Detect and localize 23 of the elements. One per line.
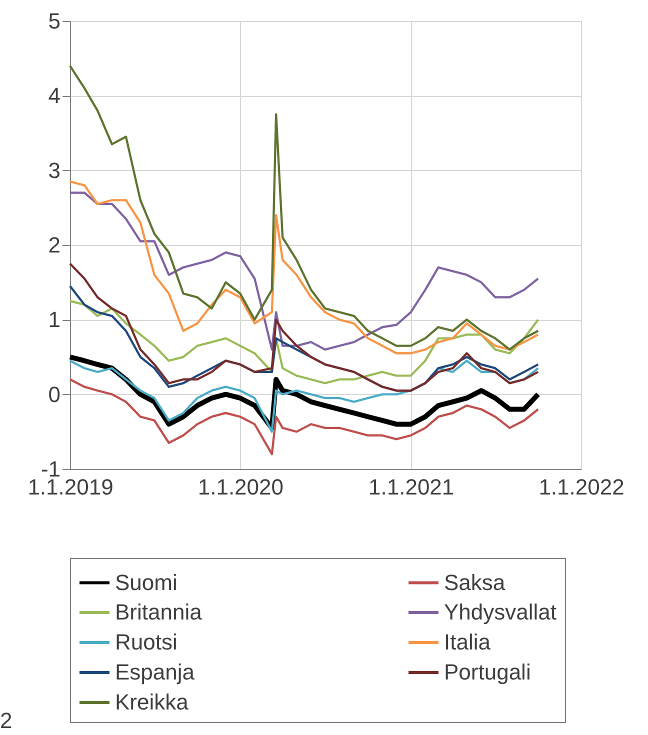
y-tick-label: 2 bbox=[48, 232, 60, 258]
legend-label: Suomi bbox=[115, 570, 178, 595]
y-tick-label: 0 bbox=[48, 382, 60, 407]
line-series bbox=[68, 378, 540, 456]
line-series bbox=[68, 64, 540, 351]
legend-label: Espanja bbox=[115, 660, 196, 684]
legend-label: Saksa bbox=[444, 570, 506, 595]
legend-label: Ruotsi bbox=[115, 630, 178, 654]
y-tick-label: 1 bbox=[48, 307, 60, 332]
y-tick-label: 5 bbox=[48, 8, 60, 34]
legend-label: Britannia bbox=[115, 600, 203, 624]
line-series bbox=[68, 262, 540, 392]
line-series bbox=[68, 300, 540, 384]
text: 2 bbox=[0, 708, 12, 733]
y-tick-label: 3 bbox=[48, 158, 60, 183]
legend-label: Yhdysvallat bbox=[444, 600, 557, 624]
legend-label: Italia bbox=[444, 630, 492, 654]
x-tick-label: 1.1.2021 bbox=[368, 474, 454, 500]
legend-label: Kreikka bbox=[115, 690, 190, 714]
x-tick-label: 1.1.2022 bbox=[538, 474, 624, 500]
x-tick-label: 1.1.2020 bbox=[198, 474, 284, 500]
legend-label: Portugali bbox=[444, 660, 531, 684]
y-tick-label: 4 bbox=[48, 83, 60, 108]
